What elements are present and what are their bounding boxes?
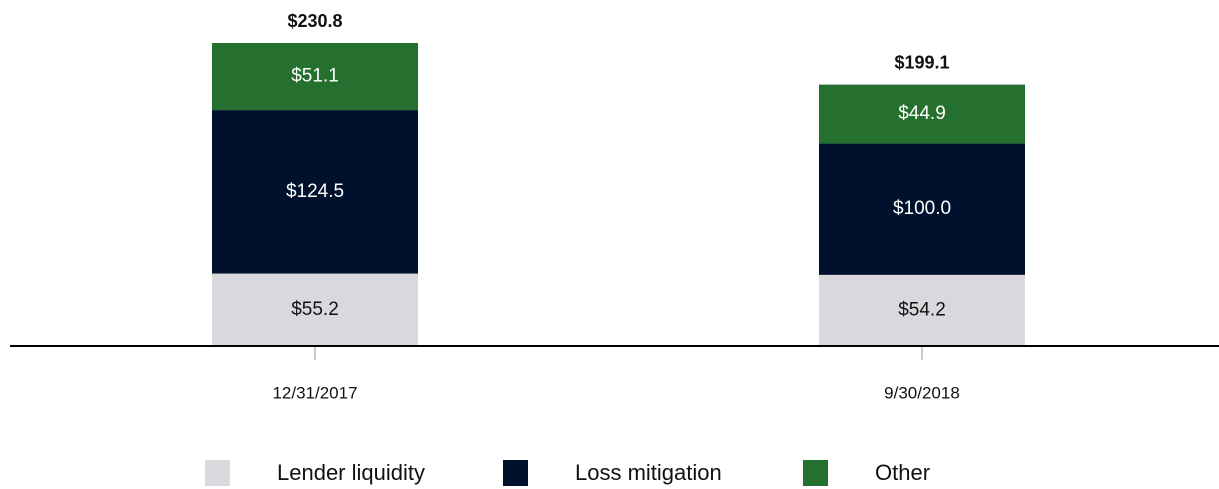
value-label: $51.1 [291, 66, 339, 87]
total-label: $230.8 [287, 11, 342, 31]
value-label: $44.9 [898, 103, 946, 124]
legend-label: Loss mitigation [575, 460, 722, 485]
value-label: $55.2 [291, 299, 339, 320]
value-label: $124.5 [286, 181, 344, 202]
value-label: $54.2 [898, 299, 946, 320]
x-tick-label: 12/31/2017 [272, 383, 357, 402]
bar-segment [819, 84, 1025, 144]
bar-segment [212, 110, 418, 274]
bar-segment [212, 43, 418, 111]
legend-label: Other [875, 460, 930, 485]
legend-label: Lender liquidity [277, 460, 425, 485]
bar-segment [819, 143, 1025, 275]
x-tick-label: 9/30/2018 [884, 383, 960, 402]
total-label: $199.1 [894, 52, 949, 72]
bar-segment [212, 273, 418, 346]
legend-swatch [503, 460, 528, 486]
legend-swatch [803, 460, 828, 486]
legend-swatch [205, 460, 230, 486]
value-label: $100.0 [893, 198, 951, 219]
bar-segment [819, 274, 1025, 346]
